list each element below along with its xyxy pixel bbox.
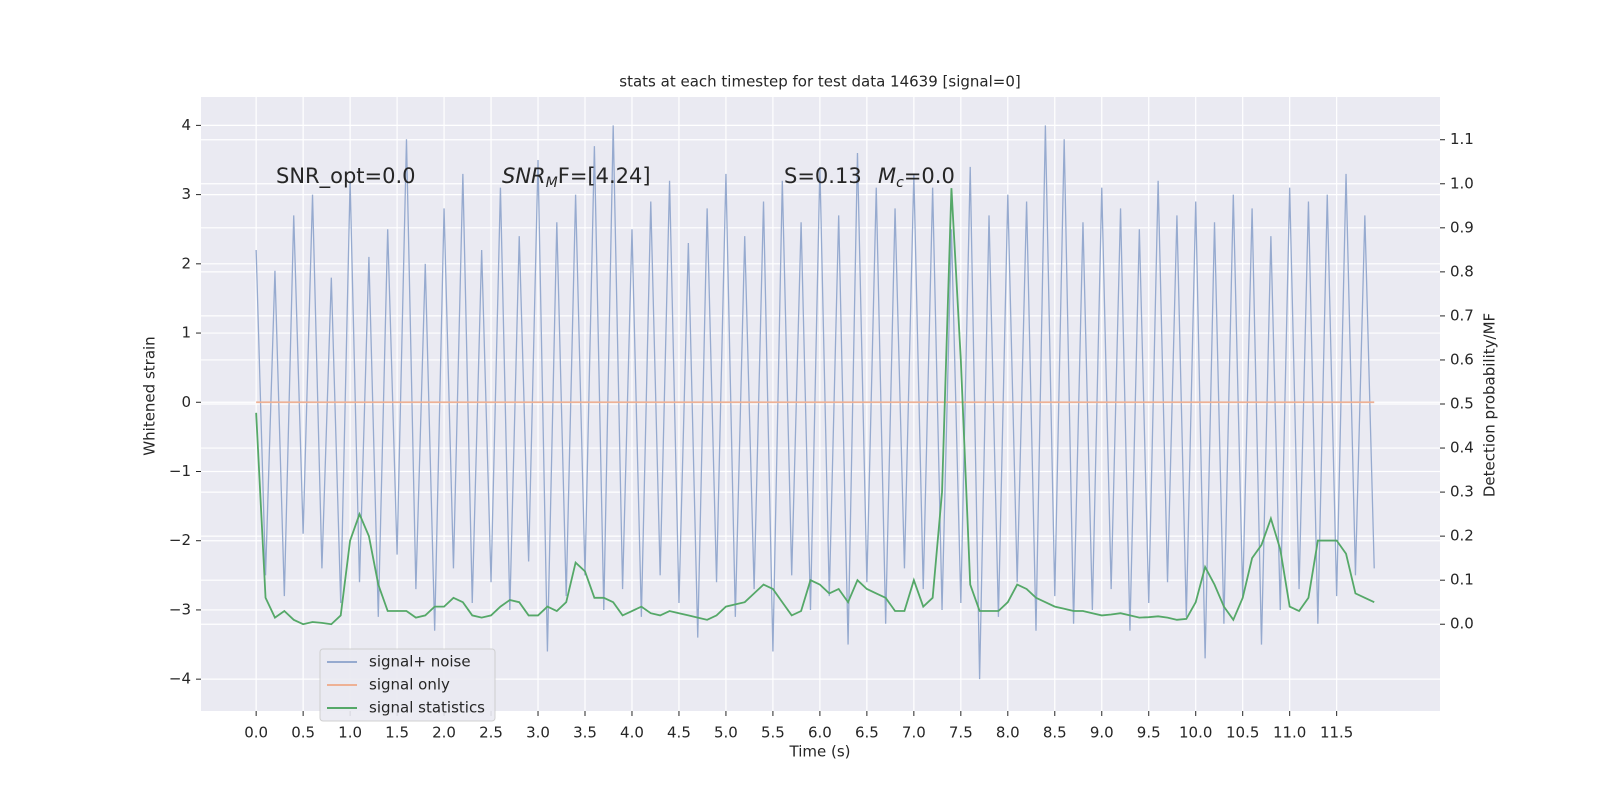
x-tick-label: 4.5 bbox=[667, 724, 691, 742]
annotation-part: SNR bbox=[502, 164, 546, 188]
x-tick-label: 9.0 bbox=[1090, 724, 1114, 742]
x-tick-label: 5.0 bbox=[714, 724, 738, 742]
y2-tick-label: 0.9 bbox=[1450, 218, 1474, 236]
chart-title: stats at each timestep for test data 146… bbox=[619, 73, 1020, 91]
x-tick-label: 8.5 bbox=[1043, 724, 1067, 742]
annotation-part: F=[4.24] bbox=[558, 164, 651, 188]
series-line bbox=[255, 125, 1375, 680]
y2-tick-label: 0.5 bbox=[1450, 395, 1474, 413]
annotation: SNRMF=[4.24] bbox=[502, 164, 651, 191]
x-tick-label: 1.5 bbox=[385, 724, 409, 742]
annotation: Mc=0.0 bbox=[878, 164, 955, 191]
x-tick-label: 9.5 bbox=[1137, 724, 1161, 742]
x-tick-label: 10.5 bbox=[1226, 724, 1259, 742]
series-line bbox=[255, 188, 1375, 626]
x-tick-label: 7.5 bbox=[949, 724, 973, 742]
y-tick-label: 3 bbox=[181, 185, 191, 203]
y2-tick-label: 0.0 bbox=[1450, 615, 1474, 633]
y-tick-label: −2 bbox=[169, 531, 191, 549]
y2-tick-label: 0.1 bbox=[1450, 571, 1474, 589]
legend-label: signal only bbox=[369, 676, 450, 694]
annotation-sub: c bbox=[896, 175, 904, 191]
y2-tick-label: 0.3 bbox=[1450, 483, 1474, 501]
y2-tick-label: 1.1 bbox=[1450, 130, 1474, 148]
x-tick-label: 4.0 bbox=[620, 724, 644, 742]
y-axis-label: Whitened strain bbox=[141, 336, 159, 455]
x-tick-label: 3.0 bbox=[526, 724, 550, 742]
x-tick-label: 0.0 bbox=[244, 724, 268, 742]
annotation-sub: M bbox=[546, 175, 558, 191]
x-tick-label: 2.5 bbox=[479, 724, 503, 742]
x-tick-label: 11.0 bbox=[1273, 724, 1306, 742]
x-tick-label: 6.0 bbox=[808, 724, 832, 742]
x-tick-label: 7.0 bbox=[902, 724, 926, 742]
y-tick-label: 4 bbox=[181, 116, 191, 134]
annotation: S=0.13 bbox=[784, 164, 862, 188]
x-tick-label: 11.5 bbox=[1320, 724, 1353, 742]
x-tick-label: 1.0 bbox=[338, 724, 362, 742]
annotation-part: SNR_opt=0.0 bbox=[276, 164, 416, 189]
x-tick-label: 8.0 bbox=[996, 724, 1020, 742]
legend-label: signal+ noise bbox=[369, 653, 471, 671]
y2-tick-label: 0.2 bbox=[1450, 527, 1474, 545]
x-axis-label: Time (s) bbox=[789, 743, 851, 761]
y2-tick-label: 1.0 bbox=[1450, 174, 1474, 192]
annotation-part: =0.0 bbox=[904, 164, 955, 188]
y-tick-label: 2 bbox=[181, 254, 191, 272]
legend-label: signal statistics bbox=[369, 699, 485, 717]
y-tick-label: −3 bbox=[169, 600, 191, 618]
x-tick-label: 10.0 bbox=[1179, 724, 1212, 742]
legend-box bbox=[319, 648, 496, 722]
x-tick-label: 6.5 bbox=[855, 724, 879, 742]
y-tick-label: −1 bbox=[169, 462, 191, 480]
y-tick-label: −4 bbox=[169, 670, 191, 688]
annotation-part: M bbox=[878, 164, 896, 188]
x-tick-label: 5.5 bbox=[761, 724, 785, 742]
x-tick-label: 3.5 bbox=[573, 724, 597, 742]
y2-tick-label: 0.7 bbox=[1450, 306, 1474, 324]
annotation: SNR_opt=0.0 bbox=[276, 164, 416, 189]
x-tick-label: 2.0 bbox=[432, 724, 456, 742]
y-tick-label: 1 bbox=[181, 324, 191, 342]
y2-tick-label: 0.6 bbox=[1450, 350, 1474, 368]
y2-tick-label: 0.4 bbox=[1450, 439, 1474, 457]
y2-axis-label: Detection probability/MF bbox=[1481, 313, 1499, 497]
y2-tick-label: 0.8 bbox=[1450, 262, 1474, 280]
y-tick-label: 0 bbox=[181, 393, 191, 411]
annotation-part: S=0.13 bbox=[784, 164, 862, 188]
x-tick-label: 0.5 bbox=[291, 724, 315, 742]
